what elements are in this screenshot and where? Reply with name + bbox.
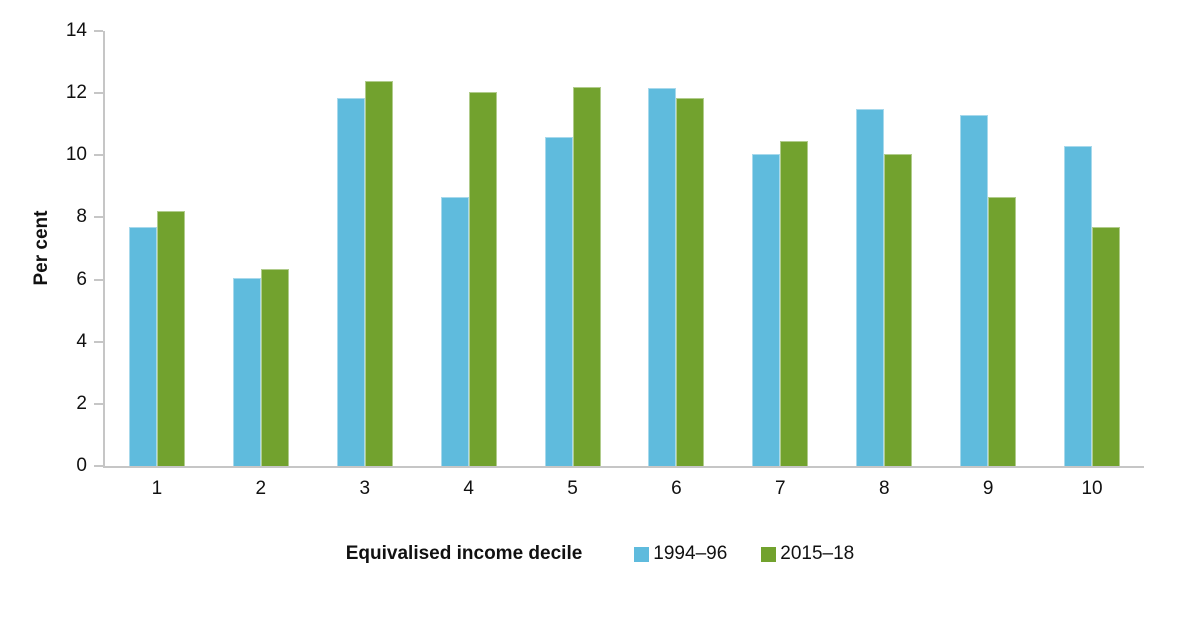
bar-1994-96decile-9 [960, 114, 989, 466]
bar-1994-96decile-10 [1064, 145, 1093, 466]
bar-1994-96decile-1 [128, 226, 157, 466]
bar-2015-18decile-4 [468, 91, 497, 466]
bar-group-decile-8 [832, 31, 936, 466]
x-tick-label: 7 [775, 478, 786, 499]
y-tick-mark [94, 154, 103, 157]
bar-group-decile-9 [936, 31, 1040, 466]
y-tick-mark [94, 278, 103, 281]
y-tick-label: 10 [65, 144, 87, 166]
bar-group-decile-2 [209, 31, 313, 466]
bar-group-decile-10 [1040, 31, 1144, 466]
x-tick-label: 3 [359, 478, 371, 499]
y-tick-label: 14 [65, 20, 87, 41]
y-tick-mark [94, 465, 103, 467]
legend-label: 1994–96 [653, 543, 728, 564]
y-tick-mark [94, 402, 103, 405]
bar-2015-18decile-8 [884, 153, 913, 466]
x-tick-label: 1 [151, 478, 163, 499]
y-tick-mark [94, 340, 103, 343]
bar-1994-96decile-5 [544, 136, 573, 466]
legend-label: 2015–18 [780, 543, 855, 564]
bar-2015-18decile-9 [988, 197, 1017, 466]
y-tick-mark [94, 92, 103, 95]
x-tick-label: 4 [463, 478, 474, 499]
bar-group-decile-5 [521, 31, 625, 466]
y-tick-label: 12 [65, 82, 87, 104]
x-tick-label: 9 [982, 478, 994, 499]
legend-swatch-icon [761, 546, 777, 562]
bar-2015-18decile-10 [1092, 226, 1121, 466]
bar-2015-18decile-7 [780, 141, 809, 466]
bar-group-decile-1 [105, 31, 209, 466]
y-tick-label: 2 [76, 392, 87, 414]
y-tick-mark [94, 30, 103, 32]
bar-group-decile-3 [313, 31, 417, 466]
bar-2015-18decile-1 [156, 211, 185, 466]
x-tick-label: 6 [671, 478, 682, 499]
bar-1994-96decile-4 [440, 197, 469, 466]
y-tick-label: 8 [76, 206, 87, 228]
y-tick-label: 0 [76, 455, 87, 476]
bar-2015-18decile-3 [364, 80, 393, 466]
x-tick-label: 10 [1081, 478, 1103, 499]
x-axis-title: Equivalised income decile [345, 543, 583, 564]
x-tick-label: 2 [255, 478, 267, 499]
bar-group-decile-7 [728, 31, 832, 466]
bar-1994-96decile-6 [648, 88, 677, 466]
bar-1994-96decile-7 [752, 153, 781, 466]
y-tick-mark [94, 216, 103, 219]
y-tick-label: 4 [76, 330, 87, 352]
bar-2015-18decile-6 [676, 97, 705, 466]
legend-item-2015-18: 2015–18 [761, 543, 854, 565]
bar-group-decile-4 [417, 31, 521, 466]
bar-1994-96decile-2 [232, 278, 261, 466]
bar-2015-18decile-2 [260, 268, 289, 466]
legend-item-1994-96: 1994–96 [634, 543, 727, 565]
bottom-row: Equivalised income decile 1994–96 2015–18 [0, 543, 1200, 565]
bar-1994-96decile-3 [336, 97, 365, 466]
y-tick-label: 6 [76, 268, 87, 290]
plot-area: 0 2 4 6 8 10 12 14 1 2 3 4 5 6 7 8 9 10 [66, 20, 1144, 499]
x-tick-label: 8 [878, 478, 890, 499]
x-tick-label: 5 [567, 478, 578, 499]
legend: 1994–96 2015–18 [634, 543, 854, 565]
bar-2015-18decile-5 [572, 86, 601, 466]
legend-swatch-icon [634, 546, 650, 562]
bar-1994-96decile-8 [856, 108, 885, 466]
bar-group-decile-6 [625, 31, 729, 466]
